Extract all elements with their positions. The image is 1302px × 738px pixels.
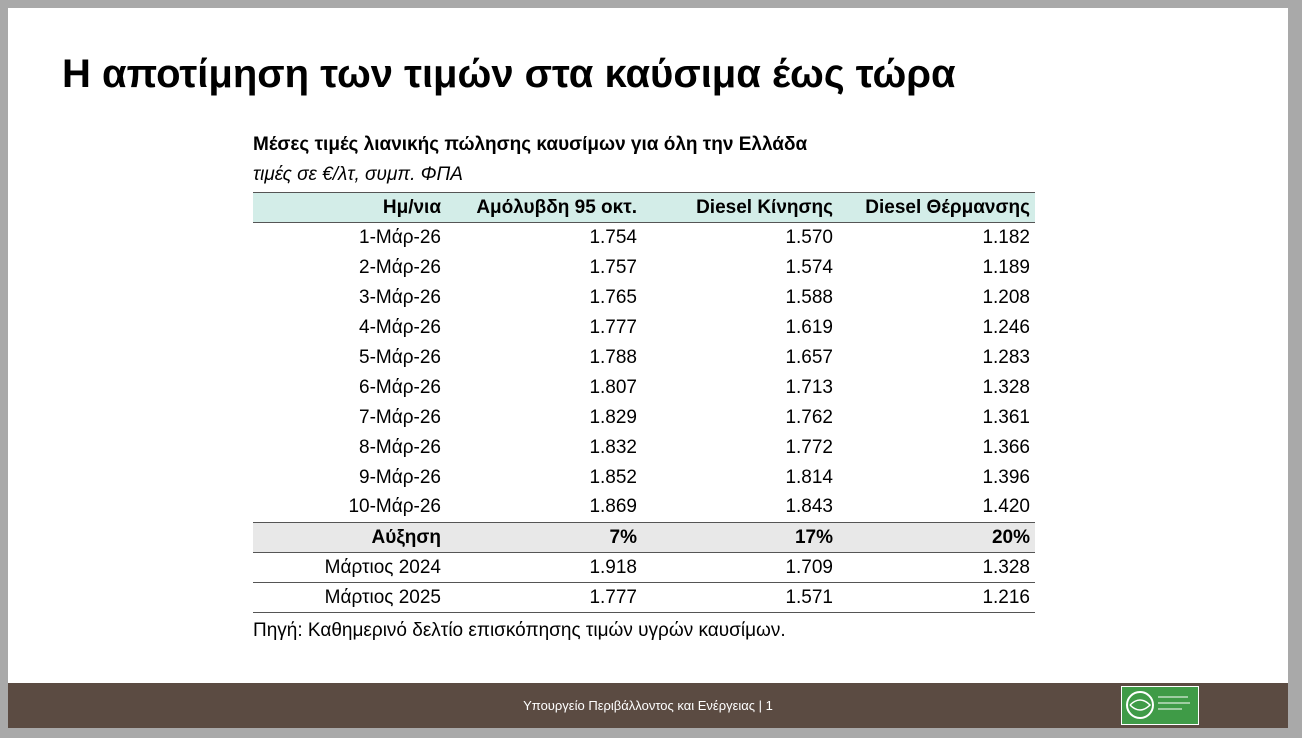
table-cell: 1.814 <box>785 466 833 488</box>
table-cell: 7% <box>446 522 642 553</box>
table-cell: 1.757 <box>589 256 637 278</box>
table-cell: 8-Μάρ-26 <box>359 436 441 458</box>
table-cell: 3-Μάρ-26 <box>359 286 441 308</box>
table-cell: 1.208 <box>982 286 1030 308</box>
table-cell: 1.574 <box>785 256 833 278</box>
table-cell: 1.843 <box>785 496 833 518</box>
table-cell: 7-Μάρ-26 <box>359 406 441 428</box>
header-row: Ημ/νια Αμόλυβδη 95 οκτ. Diesel Κίνησης Dies… <box>253 192 1035 223</box>
table-cell: 1.777 <box>446 582 642 613</box>
slide-title: Η αποτίμηση των τιμών στα καύσιμα έως τώ… <box>62 52 956 96</box>
table-cell: 1.657 <box>785 346 833 368</box>
table-cell: Ημ/νια <box>253 192 446 223</box>
table-cell: Αύξηση <box>253 522 446 553</box>
table-cell: 1.772 <box>785 436 833 458</box>
table-cell: 1.765 <box>589 286 637 308</box>
table-cell: 1.182 <box>982 226 1030 248</box>
logo <box>1121 686 1199 725</box>
table-cell: 1.396 <box>982 466 1030 488</box>
table-cell: 1.189 <box>982 256 1030 278</box>
table-cell: 1.216 <box>838 582 1035 613</box>
table-cell: Diesel Κίνησης <box>642 192 838 223</box>
table-caption: Μέσες τιμές λιανικής πώλησης καυσίμων γι… <box>253 134 808 155</box>
table-cell: 1.709 <box>642 552 838 583</box>
data-row: 5-Μάρ-26 1.788 1.657 1.283 <box>253 343 1035 373</box>
table-cell: 1.754 <box>589 226 637 248</box>
table-cell: 4-Μάρ-26 <box>359 316 441 338</box>
table-cell: 1.283 <box>982 346 1030 368</box>
price-table: Ημ/νια Αμόλυβδη 95 οκτ. Diesel Κίνησης Dies… <box>253 192 1035 613</box>
table-cell: 1.807 <box>589 376 637 398</box>
footer: Υπουργείο Περιβάλλοντος και Ενέργειας | … <box>8 683 1288 728</box>
data-row: 4-Μάρ-26 1.777 1.619 1.246 <box>253 313 1035 343</box>
data-row: 8-Μάρ-26 1.832 1.772 1.366 <box>253 433 1035 463</box>
table-cell: 1.366 <box>982 436 1030 458</box>
table-cell: 10-Μάρ-26 <box>348 496 441 518</box>
table-subtitle: τιμές σε €/λτ, συμπ. ΦΠΑ <box>253 164 463 185</box>
table-cell: 1.788 <box>589 346 637 368</box>
table-cell: 1.588 <box>785 286 833 308</box>
table-cell: 1.246 <box>982 316 1030 338</box>
table-cell: 1.713 <box>785 376 833 398</box>
table-cell: 1.852 <box>589 466 637 488</box>
logo-icon <box>1126 691 1190 719</box>
slide: Η αποτίμηση των τιμών στα καύσιμα έως τώ… <box>8 8 1288 728</box>
source-note: Πηγή: Καθημερινό δελτίο επισκόπησης τιμώ… <box>253 620 786 641</box>
table-cell: Μάρτιος 2025 <box>253 582 446 613</box>
table-cell: 1.869 <box>589 496 637 518</box>
table-cell: 1.832 <box>589 436 637 458</box>
table-cell: 17% <box>642 522 838 553</box>
change-row: Αύξηση 7% 17% 20% <box>253 522 1035 553</box>
data-row: 3-Μάρ-26 1.765 1.588 1.208 <box>253 283 1035 313</box>
table-cell: 1.777 <box>589 316 637 338</box>
reference-row: Μάρτιος 2025 1.777 1.571 1.216 <box>253 582 1035 613</box>
table-cell: 1.361 <box>982 406 1030 428</box>
footer-text: Υπουργείο Περιβάλλοντος και Ενέργειας | … <box>523 698 773 713</box>
table-cell: 2-Μάρ-26 <box>359 256 441 278</box>
table-cell: 1.571 <box>642 582 838 613</box>
data-row: 6-Μάρ-26 1.807 1.713 1.328 <box>253 373 1035 403</box>
table-cell: 1-Μάρ-26 <box>359 226 441 248</box>
data-row: 9-Μάρ-26 1.852 1.814 1.396 <box>253 463 1035 493</box>
table-cell: 20% <box>838 522 1035 553</box>
table-cell: 1.328 <box>838 552 1035 583</box>
reference-row: Μάρτιος 2024 1.918 1.709 1.328 <box>253 552 1035 583</box>
data-row: 10-Μάρ-26 1.869 1.843 1.420 <box>253 493 1035 523</box>
table-cell: 1.918 <box>446 552 642 583</box>
table-cell: 1.420 <box>982 496 1030 518</box>
table-cell: 9-Μάρ-26 <box>359 466 441 488</box>
table-cell: 1.762 <box>785 406 833 428</box>
data-row: 7-Μάρ-26 1.829 1.762 1.361 <box>253 403 1035 433</box>
table-cell: Αμόλυβδη 95 οκτ. <box>446 192 642 223</box>
data-row: 1-Μάρ-26 1.754 1.570 1.182 <box>253 223 1035 253</box>
table-cell: 1.328 <box>982 376 1030 398</box>
table-cell: 1.570 <box>785 226 833 248</box>
table-cell: 6-Μάρ-26 <box>359 376 441 398</box>
table-cell: Μάρτιος 2024 <box>253 552 446 583</box>
table-cell: 5-Μάρ-26 <box>359 346 441 368</box>
table-cell: 1.619 <box>785 316 833 338</box>
data-row: 2-Μάρ-26 1.757 1.574 1.189 <box>253 253 1035 283</box>
table-cell: 1.829 <box>589 406 637 428</box>
table-cell: Diesel Θέρμανσης <box>838 192 1035 223</box>
